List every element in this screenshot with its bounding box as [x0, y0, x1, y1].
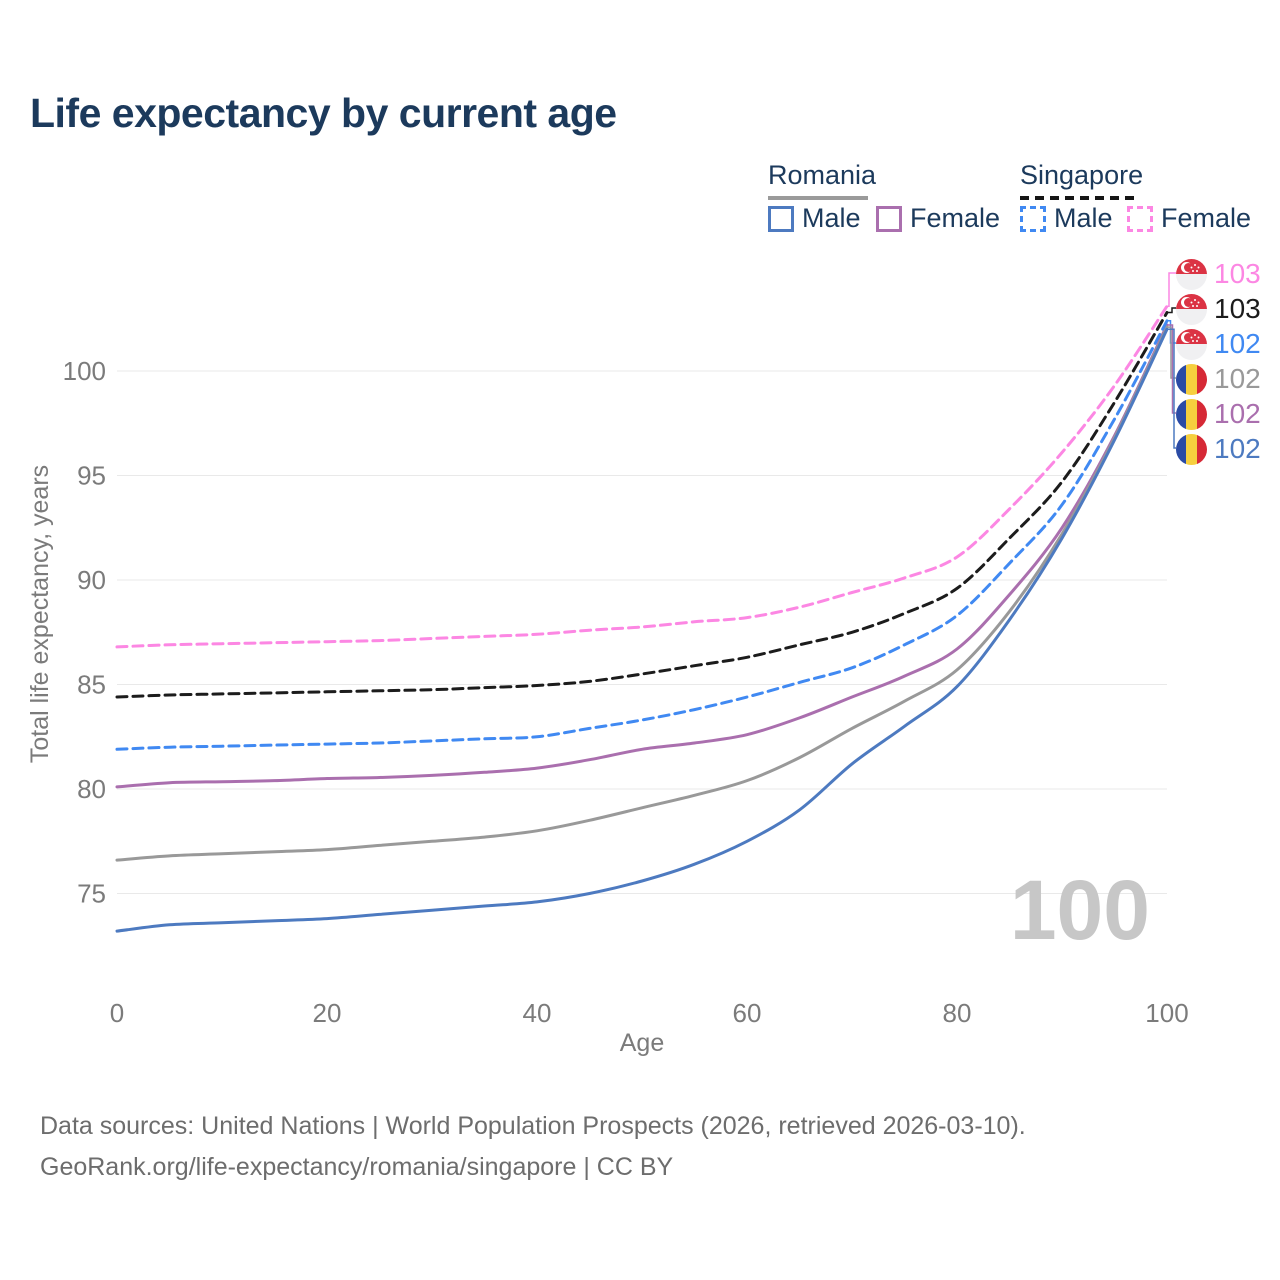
line-singapore[interactable]	[115, 311, 1169, 699]
x-tick-label-60: 60	[733, 998, 762, 1028]
y-tick-label-80: 80	[77, 774, 106, 804]
romania-flag-icon	[1176, 398, 1207, 430]
singapore-male-swatch	[1020, 205, 1046, 232]
endpoint-label-romania-both: 102	[1176, 362, 1261, 396]
leader-line-singapore-female	[1167, 272, 1176, 307]
legend-group-romania: Romania	[768, 160, 876, 200]
endpoint-label-romania-male: 102	[1176, 432, 1261, 466]
x-axis-title: Age	[620, 1029, 664, 1057]
line-singapore-female[interactable]	[115, 304, 1169, 649]
x-tick-label-80: 80	[943, 998, 972, 1028]
endpoint-label-singapore-both: 103	[1176, 292, 1261, 326]
singapore-line-sample	[1020, 196, 1134, 200]
x-tick-label-0: 0	[110, 998, 124, 1028]
x-tick-label-100: 100	[1145, 998, 1188, 1028]
endpoint-label-singapore-female: 103	[1176, 257, 1261, 291]
romania-flag-icon	[1176, 363, 1207, 395]
romania-female-swatch	[876, 205, 902, 232]
legend-label: Female	[1161, 203, 1252, 233]
legend-label: Male	[802, 203, 861, 233]
endpoint-value: 102	[1214, 433, 1261, 464]
endpoint-value: 102	[1214, 363, 1261, 394]
endpoint-label-singapore-male: 102	[1176, 327, 1261, 361]
legend-label: Female	[910, 203, 1001, 233]
romania-flag-icon	[1176, 433, 1207, 465]
endpoint-value: 102	[1214, 328, 1261, 359]
legend-romania-label: Romania	[768, 160, 877, 190]
singapore-flag-icon	[1176, 328, 1207, 360]
line-romania-male[interactable]	[115, 327, 1169, 933]
y-tick-label-75: 75	[77, 879, 106, 909]
endpoint-value: 103	[1214, 293, 1261, 324]
source-note: Data sources: United Nations | World Pop…	[40, 1106, 1026, 1187]
page-title: Life expectancy by current age	[30, 90, 617, 136]
legend-toggle-singapore-female[interactable]: Female	[1127, 203, 1251, 234]
y-tick-label-95: 95	[77, 461, 106, 491]
data-sources-line: Data sources: United Nations | World Pop…	[40, 1112, 1026, 1140]
y-tick-label-90: 90	[77, 565, 106, 595]
legend-toggle-singapore-male[interactable]: Male	[1020, 203, 1113, 234]
endpoint-value: 103	[1214, 258, 1261, 289]
singapore-female-swatch	[1127, 205, 1153, 232]
endpoint-label-romania-female: 102	[1176, 397, 1261, 431]
singapore-flag-icon	[1176, 258, 1207, 290]
romania-line-sample	[768, 196, 868, 200]
y-tick-label-85: 85	[77, 670, 106, 700]
x-tick-label-20: 20	[313, 998, 342, 1028]
leader-line-singapore	[1167, 307, 1176, 314]
line-romania-female[interactable]	[115, 323, 1169, 789]
y-tick-label-100: 100	[63, 356, 106, 386]
legend-singapore-label: Singapore	[1020, 160, 1144, 190]
x-tick-label-40: 40	[523, 998, 552, 1028]
legend-group-singapore: Singapore	[1020, 160, 1143, 200]
attribution-line: GeoRank.org/life-expectancy/romania/sing…	[40, 1152, 674, 1181]
legend-toggle-romania-male[interactable]: Male	[768, 203, 861, 234]
age-counter-watermark: 100	[1009, 863, 1150, 957]
endpoint-value: 102	[1214, 398, 1261, 429]
line-romania[interactable]	[115, 325, 1169, 862]
singapore-flag-icon	[1176, 293, 1207, 325]
romania-male-swatch	[768, 205, 794, 232]
leader-line-romania-male	[1167, 328, 1176, 449]
y-axis-title: Total life expectancy, years	[26, 465, 54, 763]
legend-toggle-romania-female[interactable]: Female	[876, 203, 1000, 234]
line-singapore-male[interactable]	[115, 319, 1169, 751]
legend-label: Male	[1054, 203, 1113, 233]
